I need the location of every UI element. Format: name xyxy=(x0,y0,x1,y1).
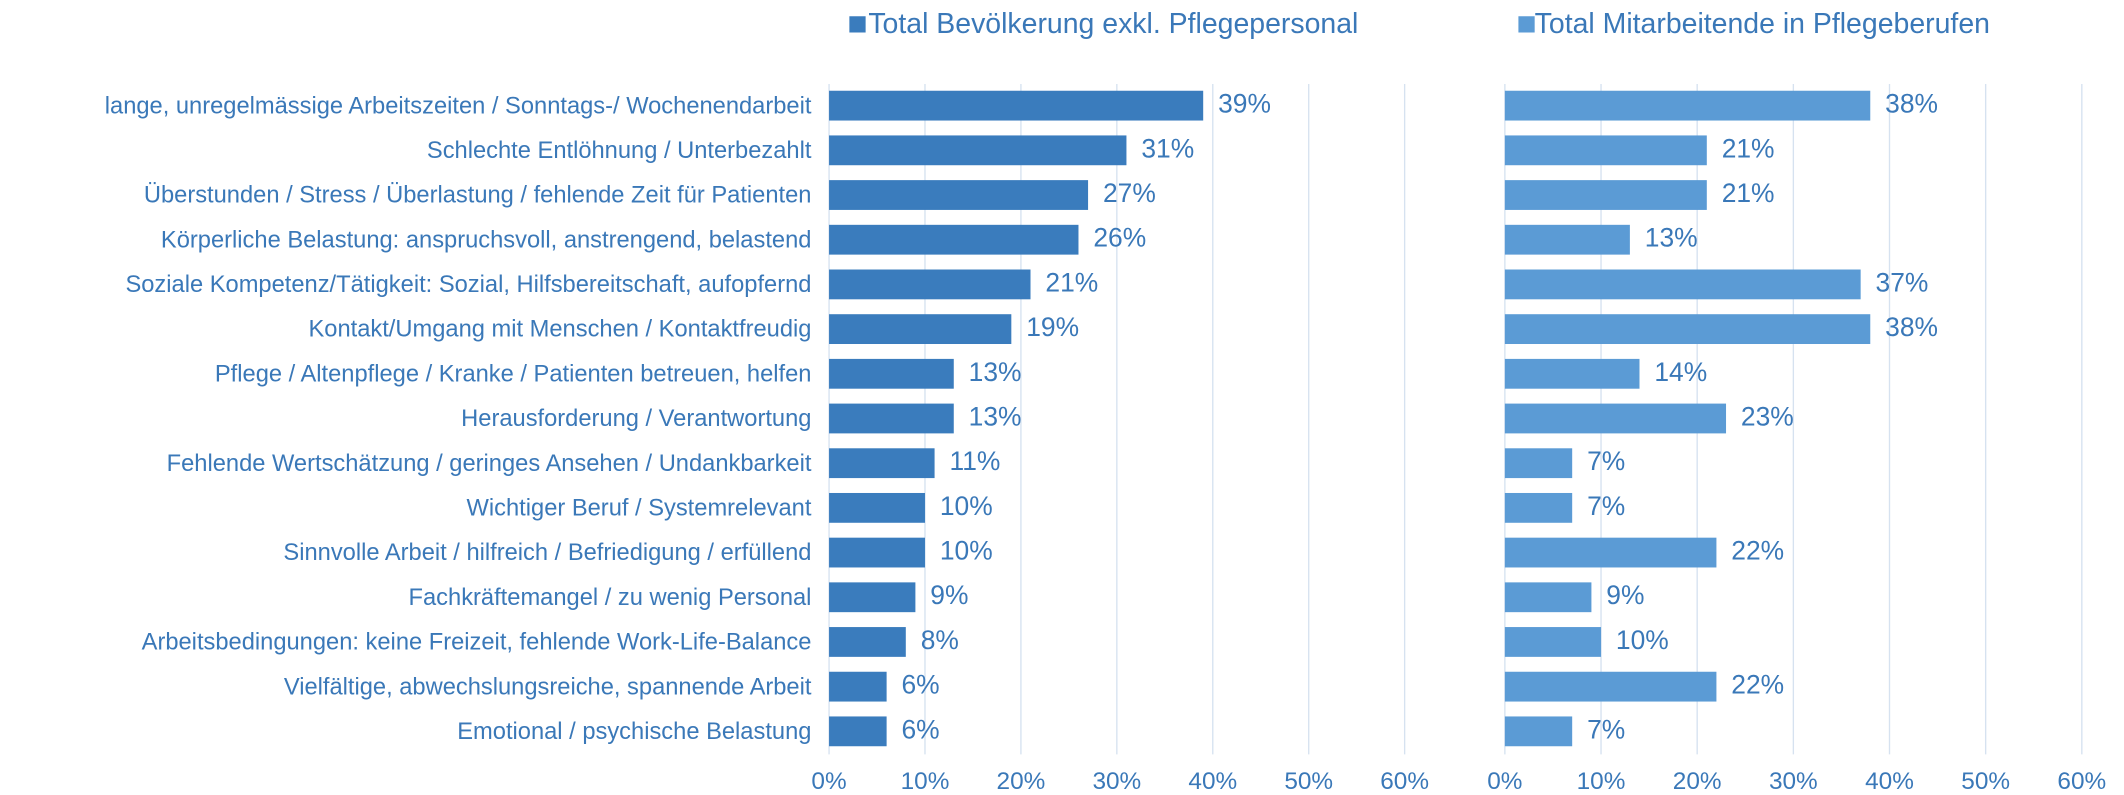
x-tick-label: 30% xyxy=(1769,768,1818,795)
value-label: 10% xyxy=(1616,625,1669,655)
category-label: Kontakt/Umgang mit Menschen / Kontaktfre… xyxy=(308,317,811,343)
category-label: Wichtiger Beruf / Systemrelevant xyxy=(467,495,812,521)
bar xyxy=(829,90,1204,121)
value-label: 10% xyxy=(940,536,993,566)
x-tick-label: 0% xyxy=(1487,768,1522,795)
category-label: Pflege / Altenpflege / Kranke / Patiente… xyxy=(215,361,812,387)
bar xyxy=(829,537,925,568)
value-label: 11% xyxy=(949,446,1000,476)
legend-swatch xyxy=(1518,16,1535,33)
x-tick-label: 60% xyxy=(1380,768,1429,795)
bar xyxy=(1504,537,1717,568)
bar xyxy=(1504,224,1630,255)
bar xyxy=(1504,582,1592,613)
bar xyxy=(1504,627,1602,657)
category-label: Arbeitsbedingungen: keine Freizeit, fehl… xyxy=(142,630,812,656)
category-label: Überstunden / Stress / Überlastung / feh… xyxy=(144,182,812,209)
bar xyxy=(1504,403,1727,434)
value-label: 7% xyxy=(1587,491,1625,521)
category-label: Fachkräftemangel / zu wenig Personal xyxy=(409,585,812,611)
category-label: Schlechte Entlöhnung / Unterbezahlt xyxy=(427,138,812,164)
value-label: 26% xyxy=(1093,223,1146,253)
value-label: 19% xyxy=(1026,312,1079,342)
value-label: 37% xyxy=(1876,267,1929,297)
value-label: 39% xyxy=(1218,89,1271,119)
bar xyxy=(1504,90,1871,121)
value-label: 23% xyxy=(1741,401,1794,431)
value-label: 21% xyxy=(1722,133,1775,163)
x-tick-label: 50% xyxy=(1961,768,2010,795)
bar xyxy=(829,358,954,389)
category-label: Körperliche Belastung: anspruchsvoll, an… xyxy=(161,227,812,253)
bar xyxy=(829,403,954,434)
bar xyxy=(829,314,1012,345)
value-label: 9% xyxy=(930,580,968,610)
x-tick-label: 50% xyxy=(1284,768,1333,795)
bar xyxy=(1504,135,1707,166)
value-label: 21% xyxy=(1045,267,1098,297)
category-label: Fehlende Wertschätzung / geringes Ansehe… xyxy=(167,451,812,477)
x-tick-label: 20% xyxy=(997,768,1046,795)
bar xyxy=(829,135,1127,166)
bar xyxy=(829,492,925,523)
value-label: 6% xyxy=(902,714,940,744)
bar xyxy=(829,448,935,479)
bar xyxy=(1504,180,1707,210)
category-label: Sinnvolle Arbeit / hilfreich / Befriedig… xyxy=(283,540,811,566)
value-label: 7% xyxy=(1587,714,1625,744)
legend-label: Total Bevölkerung exkl. Pflegepersonal xyxy=(868,8,1358,40)
bar xyxy=(829,582,916,613)
category-label: Herausforderung / Verantwortung xyxy=(461,406,811,432)
x-tick-label: 10% xyxy=(1577,768,1626,795)
bar xyxy=(829,627,906,657)
value-label: 8% xyxy=(921,625,959,655)
value-label: 38% xyxy=(1885,89,1938,119)
bar xyxy=(829,671,887,702)
value-label: 38% xyxy=(1885,312,1938,342)
legend-swatch xyxy=(849,16,866,33)
bar xyxy=(1504,671,1717,702)
bar xyxy=(829,716,887,747)
bar xyxy=(829,224,1079,255)
bar xyxy=(1504,358,1640,389)
bar xyxy=(1504,716,1573,747)
value-label: 27% xyxy=(1103,178,1156,208)
category-label: Soziale Kompetenz/Tätigkeit: Sozial, Hil… xyxy=(125,272,811,298)
x-tick-label: 10% xyxy=(901,768,950,795)
value-label: 13% xyxy=(969,357,1022,387)
bar xyxy=(829,269,1031,300)
x-tick-label: 30% xyxy=(1092,768,1141,795)
x-tick-label: 60% xyxy=(2057,768,2106,795)
x-tick-label: 40% xyxy=(1188,768,1237,795)
value-label: 13% xyxy=(1645,223,1698,253)
x-tick-label: 0% xyxy=(811,768,846,795)
value-label: 10% xyxy=(940,491,993,521)
value-label: 7% xyxy=(1587,446,1625,476)
value-label: 14% xyxy=(1654,357,1707,387)
bar xyxy=(1504,314,1871,345)
bar xyxy=(1504,448,1573,479)
bar xyxy=(829,180,1089,210)
bar xyxy=(1504,269,1861,300)
value-label: 13% xyxy=(969,401,1022,431)
value-label: 22% xyxy=(1731,670,1784,700)
value-label: 31% xyxy=(1141,133,1194,163)
value-label: 22% xyxy=(1731,536,1784,566)
value-label: 21% xyxy=(1722,178,1775,208)
category-label: Vielfältige, abwechslungsreiche, spannen… xyxy=(284,674,812,700)
category-label: lange, unregelmässige Arbeitszeiten / So… xyxy=(105,93,812,119)
value-label: 9% xyxy=(1606,580,1644,610)
x-tick-label: 20% xyxy=(1673,768,1722,795)
bar xyxy=(1504,492,1573,523)
x-tick-label: 40% xyxy=(1865,768,1914,795)
legend-label: Total Mitarbeitende in Pflegeberufen xyxy=(1535,8,1990,40)
value-label: 6% xyxy=(902,670,940,700)
category-label: Emotional / psychische Belastung xyxy=(457,719,811,745)
